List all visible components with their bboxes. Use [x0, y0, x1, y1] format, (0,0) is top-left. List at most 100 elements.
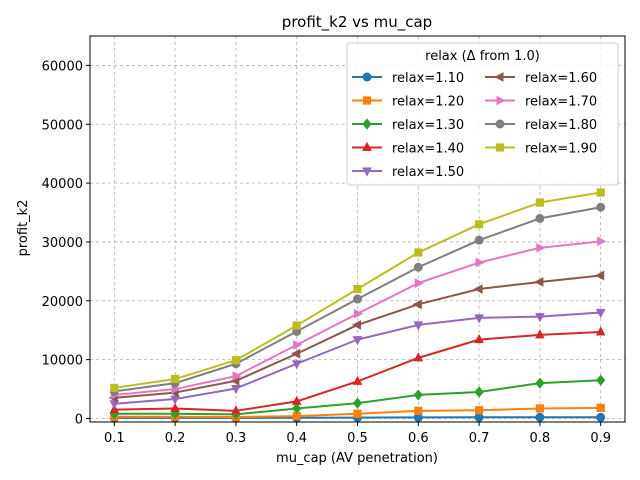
legend-marker: [495, 143, 505, 152]
series-relax-1-50: [109, 309, 606, 410]
legend-marker: [362, 141, 372, 151]
x-axis-label: mu_cap (AV penetration): [276, 451, 438, 466]
data-point: [535, 329, 545, 339]
series-layer: [108, 188, 607, 423]
data-point: [353, 294, 362, 304]
data-point: [352, 375, 363, 385]
data-point: [413, 262, 423, 272]
data-point: [232, 371, 242, 381]
legend-label: relax=1.80: [525, 118, 597, 133]
legend-entry: relax=1.40: [352, 142, 464, 157]
legend-entry: relax=1.60: [485, 71, 597, 86]
data-point: [231, 405, 241, 415]
data-point: [474, 314, 484, 324]
data-point: [414, 248, 423, 257]
x-tick-label: 0.2: [165, 431, 186, 446]
data-point: [353, 409, 362, 418]
data-point: [595, 270, 605, 281]
data-point: [413, 352, 424, 362]
x-tick-label: 0.7: [469, 431, 490, 446]
y-axis-ticks: 0 10000 20000 30000 40000 50000 60000: [42, 59, 90, 427]
data-point: [292, 402, 302, 415]
data-point: [596, 412, 606, 422]
data-point: [475, 257, 485, 268]
legend-label: relax=1.20: [392, 95, 464, 110]
legend-label: relax=1.50: [392, 165, 464, 180]
data-point: [412, 299, 422, 310]
data-point: [351, 320, 361, 330]
data-point: [291, 395, 302, 405]
legend-marker: [362, 118, 372, 130]
data-point: [414, 278, 424, 288]
data-point: [474, 406, 484, 415]
legend: relax (Δ from 1.0) relax=1.10 relax=1.20 re…: [346, 42, 619, 186]
legend-entry: relax=1.90: [485, 142, 597, 157]
data-point: [352, 397, 363, 409]
y-tick-label: 20000: [42, 295, 83, 310]
data-point: [293, 340, 303, 350]
legend-entry: relax=1.50: [352, 165, 464, 180]
data-point: [231, 384, 241, 395]
legend-entry: relax=1.10: [352, 71, 464, 86]
y-tick-label: 50000: [42, 118, 83, 133]
legend-entry: relax=1.30: [352, 118, 464, 133]
data-point: [535, 213, 545, 223]
data-point: [595, 326, 606, 336]
legend-entry: relax=1.70: [485, 95, 597, 110]
data-point: [352, 336, 363, 346]
legend-marker: [362, 72, 372, 82]
legend-label: relax=1.60: [525, 71, 597, 86]
legend-marker: [495, 119, 505, 129]
data-point: [474, 220, 484, 229]
series-relax-1-90: [110, 188, 605, 392]
x-tick-label: 0.6: [408, 431, 429, 446]
data-point: [353, 284, 362, 294]
legend-box: [346, 42, 619, 186]
data-point: [354, 308, 364, 319]
data-point: [413, 321, 424, 331]
data-point: [170, 408, 180, 420]
data-point: [535, 313, 545, 323]
data-point: [291, 348, 301, 359]
series-relax-1-70: [110, 236, 607, 400]
y-tick-label: 30000: [42, 236, 83, 251]
chart-title: profit_k2 vs mu_cap: [282, 13, 432, 32]
legend-label: relax=1.40: [392, 142, 464, 157]
data-point: [474, 333, 484, 344]
data-point: [110, 383, 119, 392]
x-tick-label: 0.9: [590, 431, 611, 446]
data-point: [170, 402, 180, 412]
x-tick-label: 0.8: [530, 431, 551, 446]
x-tick-label: 0.3: [226, 431, 247, 446]
data-point: [596, 188, 605, 197]
y-tick-label: 10000: [42, 354, 83, 369]
legend-label: relax=1.30: [392, 118, 464, 133]
data-point: [171, 374, 180, 384]
data-point: [414, 406, 423, 415]
data-point: [413, 389, 423, 401]
data-point: [170, 395, 180, 405]
data-point: [291, 360, 302, 370]
legend-entry: relax=1.20: [352, 95, 464, 110]
y-tick-label: 60000: [42, 59, 83, 74]
data-point: [473, 284, 483, 294]
x-tick-label: 0.4: [286, 431, 307, 446]
legend-title: relax (Δ from 1.0): [425, 49, 540, 64]
legend-marker: [494, 72, 504, 82]
data-point: [596, 374, 606, 386]
data-point: [534, 277, 544, 287]
legend-label: relax=1.90: [525, 142, 597, 157]
x-tick-label: 0.5: [347, 431, 368, 446]
data-point: [596, 403, 605, 412]
data-point: [535, 412, 545, 422]
data-point: [597, 236, 607, 247]
series-relax-1-30: [109, 374, 606, 420]
y-axis-label: profit_k2: [16, 200, 31, 257]
legend-marker: [362, 167, 372, 177]
x-tick-label: 0.1: [104, 431, 125, 446]
data-point: [474, 386, 484, 398]
y-tick-label: 0: [75, 412, 83, 427]
legend-label: relax=1.70: [525, 95, 597, 110]
data-point: [474, 235, 484, 245]
data-point: [535, 404, 544, 413]
